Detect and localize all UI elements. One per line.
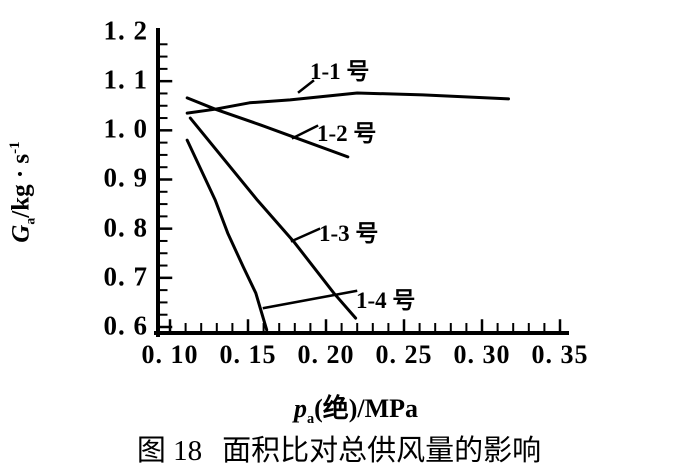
- leader-line-1-3: [290, 227, 321, 243]
- curve-1-3: [188, 116, 358, 320]
- x-tick-label: 0. 30: [453, 340, 511, 369]
- y-axis-subscript: a: [22, 217, 38, 225]
- leader-line-1-2: [291, 124, 319, 140]
- leader-line-1-4: [262, 289, 358, 310]
- y-tick-label: 0. 9: [103, 162, 148, 193]
- curve-label-1-4: 1-4 号: [356, 288, 416, 313]
- y-tick-label: 0. 7: [103, 261, 148, 292]
- figure-caption: 图 18 面积比对总供风量的影响: [0, 427, 678, 469]
- curve-1-4: [185, 138, 269, 332]
- y-tick-label: 1. 2: [103, 15, 148, 46]
- curve-1-2: [185, 96, 350, 159]
- x-axis-unit: (绝)/MPa: [314, 394, 419, 423]
- figure-number: 图 18: [136, 435, 203, 467]
- x-tick-label: 0. 10: [141, 340, 199, 369]
- x-tick-label: 0. 35: [531, 340, 589, 369]
- x-axis-symbol: p: [293, 394, 307, 423]
- y-axis-unit: /kg · s: [7, 153, 35, 218]
- y-tick-label: 0. 6: [103, 310, 148, 341]
- x-tick-label: 0. 20: [297, 340, 355, 369]
- figure-title: 面积比对总供风量的影响: [222, 435, 542, 467]
- curve-label-1-1: 1-1 号: [310, 59, 370, 84]
- y-tick-label: 1. 1: [103, 64, 148, 95]
- x-tick-label: 0. 25: [375, 340, 433, 369]
- x-axis-subscript: a: [306, 411, 315, 428]
- curve-label-1-3: 1-3 号: [319, 221, 379, 246]
- leader-line-1-1: [297, 79, 315, 94]
- y-axis-symbol: G: [7, 224, 35, 243]
- y-axis-superscript: -1: [7, 141, 23, 154]
- curve-label-1-2: 1-2 号: [317, 121, 377, 146]
- x-axis-label: pa(绝)/MPa: [256, 388, 456, 428]
- curve-1-1: [185, 91, 511, 115]
- y-tick-label: 0. 8: [103, 211, 148, 242]
- y-tick-label: 1. 0: [103, 113, 148, 144]
- y-axis-label: Ga/kg · s-1: [7, 112, 39, 272]
- x-tick-label: 0. 15: [219, 340, 277, 369]
